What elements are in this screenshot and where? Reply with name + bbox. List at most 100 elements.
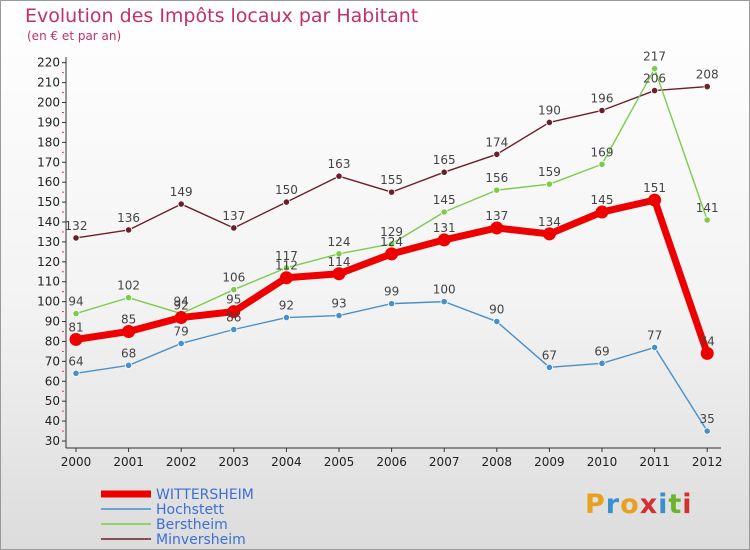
- y-tick-label: 190: [37, 115, 60, 129]
- data-label: 151: [643, 181, 666, 195]
- data-point: [230, 325, 238, 334]
- data-label: 95: [226, 293, 241, 307]
- data-label: 117: [275, 249, 298, 263]
- data-label: 35: [700, 412, 715, 426]
- data-label: 92: [174, 299, 189, 313]
- y-tick-label: 90: [45, 315, 60, 329]
- x-tick-label: 2004: [271, 455, 302, 469]
- data-point: [598, 359, 606, 367]
- data-point: [703, 216, 711, 224]
- data-point: [282, 313, 290, 322]
- data-point: [650, 65, 659, 73]
- data-label: 159: [538, 165, 561, 179]
- x-tick-label: 2011: [639, 455, 670, 469]
- y-tick-label: 30: [45, 434, 60, 448]
- data-label: 92: [279, 299, 294, 313]
- x-tick-label: 2012: [692, 455, 723, 469]
- logo-letter: i: [682, 489, 693, 520]
- logo-letter: i: [658, 489, 669, 520]
- y-tick-label: 100: [37, 295, 60, 309]
- data-label: 141: [696, 201, 719, 215]
- data-label: 169: [591, 145, 614, 159]
- y-tick-label: 120: [37, 255, 60, 269]
- y-tick-label: 140: [37, 215, 60, 229]
- data-label: 114: [328, 255, 351, 269]
- data-point: [174, 311, 188, 325]
- data-label: 174: [485, 135, 508, 149]
- chart-subtitle: (en € et par an): [27, 29, 122, 43]
- data-label: 163: [328, 157, 351, 171]
- logo-letter: P: [585, 489, 606, 520]
- logo-letter: o: [620, 489, 640, 520]
- y-tick-label: 160: [37, 175, 60, 189]
- data-label: 124: [328, 235, 351, 249]
- data-point: [648, 193, 662, 207]
- y-tick-label: 130: [37, 235, 60, 249]
- x-tick-label: 2002: [166, 455, 197, 469]
- data-label: 190: [538, 103, 561, 117]
- x-tick-label: 2001: [113, 455, 144, 469]
- data-point: [440, 168, 448, 176]
- y-tick-label: 60: [45, 374, 60, 388]
- data-label: 124: [380, 235, 403, 249]
- data-point: [230, 224, 238, 232]
- x-tick-label: 2009: [534, 455, 565, 469]
- data-point: [700, 346, 714, 360]
- x-tick-label: 2010: [587, 455, 618, 469]
- data-point: [230, 286, 238, 294]
- x-tick-label: 2003: [219, 455, 250, 469]
- data-label: 99: [384, 285, 399, 299]
- data-point: [385, 247, 399, 261]
- data-point: [437, 233, 451, 247]
- data-label: 94: [174, 295, 189, 309]
- data-label: 93: [331, 297, 346, 311]
- data-point: [703, 83, 711, 91]
- data-point: [598, 106, 606, 115]
- x-tick-label: 2000: [61, 455, 92, 469]
- x-tick-label: 2007: [429, 455, 460, 469]
- y-tick-label: 80: [45, 334, 60, 348]
- data-point: [335, 311, 343, 320]
- data-point: [387, 240, 396, 248]
- data-point: [72, 309, 80, 318]
- series-line-wittersheim: [75, 196, 711, 355]
- data-label: 208: [696, 68, 719, 82]
- x-tick-label: 2006: [376, 455, 407, 469]
- data-label: 74: [700, 334, 715, 348]
- data-label: 165: [433, 153, 456, 167]
- logo-letter: x: [639, 489, 659, 520]
- data-label: 132: [65, 219, 88, 233]
- data-label: 69: [594, 344, 609, 358]
- data-point: [650, 343, 659, 352]
- data-point: [595, 205, 609, 219]
- series-lines: [69, 65, 714, 435]
- data-point: [177, 339, 185, 348]
- data-point: [335, 172, 343, 180]
- data-point: [490, 221, 504, 235]
- data-label: 100: [433, 283, 456, 297]
- data-label: 137: [485, 209, 508, 223]
- data-point: [703, 427, 711, 435]
- data-point: [69, 332, 83, 346]
- data-point: [493, 150, 501, 158]
- data-point: [545, 363, 554, 371]
- data-point: [493, 186, 501, 194]
- data-point: [122, 324, 136, 338]
- data-point: [177, 200, 185, 208]
- data-label: 196: [591, 91, 614, 105]
- y-tick-label: 40: [45, 414, 60, 428]
- y-tick-label: 50: [45, 394, 60, 408]
- data-point: [387, 300, 396, 308]
- x-tick-label: 2005: [324, 455, 355, 469]
- data-label: 64: [68, 354, 83, 368]
- logo-letter: t: [668, 489, 683, 520]
- data-label: 137: [222, 209, 245, 223]
- data-label: 129: [380, 225, 403, 239]
- data-point: [387, 188, 396, 196]
- data-point: [125, 361, 133, 369]
- y-tick-label: 70: [45, 354, 60, 368]
- data-point: [282, 198, 290, 206]
- legend-label-berstheim: Berstheim: [156, 517, 228, 533]
- data-label: 77: [647, 328, 662, 342]
- data-label: 67: [542, 348, 557, 362]
